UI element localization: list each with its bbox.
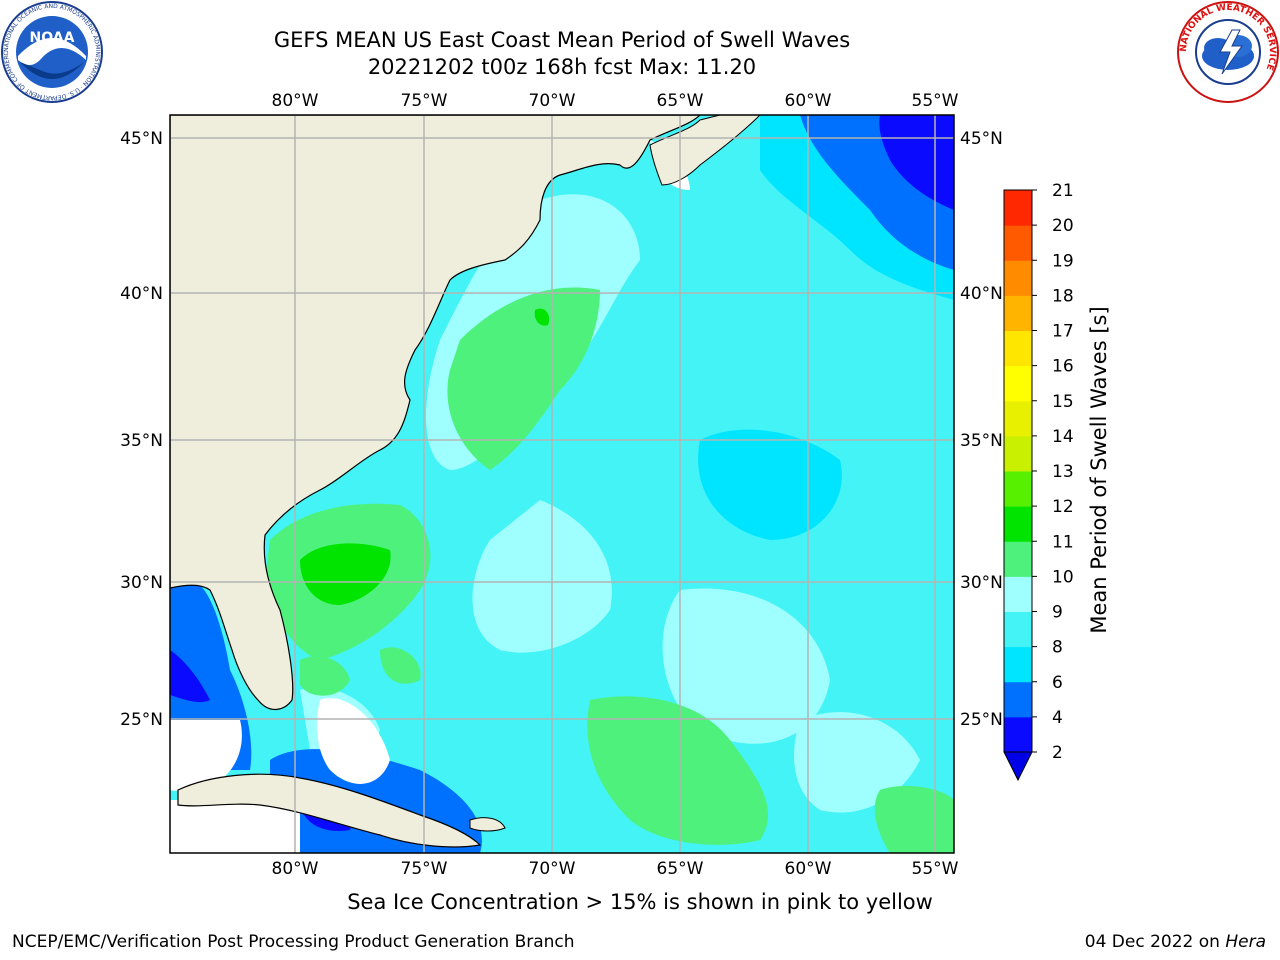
colorbar-tick-label: 16 — [1052, 357, 1074, 377]
colorbar-tick-label: 15 — [1052, 392, 1074, 412]
colorbar-swatch — [1004, 225, 1032, 261]
colorbar-tick-label: 21 — [1052, 181, 1074, 201]
colorbar-tick-label: 10 — [1052, 567, 1074, 587]
colorbar-swatch — [1004, 576, 1032, 612]
colorbar-swatch — [1004, 365, 1032, 402]
map-area — [170, 115, 954, 853]
land-hispaniola — [469, 817, 506, 832]
swell-green-10-11 — [300, 308, 550, 605]
colorbar-swatch — [1004, 260, 1032, 296]
land-nova-scotia — [649, 115, 761, 186]
colorbar-swatch — [1004, 471, 1032, 507]
lon-label: 55°W — [912, 91, 959, 111]
lon-label: 75°W — [401, 91, 448, 111]
colorbar-swatch — [1004, 611, 1032, 648]
lat-label: 40°N — [960, 284, 1003, 304]
lon-label: 65°W — [657, 859, 704, 879]
colorbar-tick-label: 11 — [1052, 532, 1074, 552]
colorbar-swatch — [1004, 716, 1032, 753]
colorbar: 2 4 6 8 9 10 11 12 13 14 15 16 17 18 19 20 21 — [1003, 181, 1074, 782]
lat-labels-right: 45°N 40°N 35°N 30°N 25°N — [960, 129, 1003, 730]
lat-label: 40°N — [120, 284, 163, 304]
colorbar-tick-label: 2 — [1052, 743, 1063, 763]
lat-label: 25°N — [120, 710, 163, 730]
colorbar-tick-label: 9 — [1052, 603, 1063, 623]
land-cuba — [177, 773, 482, 848]
noaa-logo-text: NOAA — [30, 30, 75, 46]
lon-labels-top: 80°W 75°W 70°W 65°W 60°W 55°W — [272, 91, 959, 111]
lon-labels-bottom: 80°W 75°W 70°W 65°W 60°W 55°W — [272, 859, 959, 879]
lat-label: 35°N — [960, 431, 1003, 451]
lon-label: 80°W — [272, 91, 319, 111]
colorbar-tick-label: 20 — [1052, 216, 1074, 236]
colorbar-tick-label: 18 — [1052, 286, 1074, 306]
lon-label: 65°W — [657, 91, 704, 111]
lat-label: 45°N — [120, 129, 163, 149]
chart-subtitle: 20221202 t00z 168h fcst Max: 11.20 — [367, 55, 757, 79]
colorbar-swatch — [1004, 435, 1032, 472]
colorbar-tick-label: 4 — [1052, 708, 1063, 728]
colorbar-swatch — [1004, 681, 1032, 718]
colorbar-under-extension — [1003, 751, 1033, 782]
swell-band-8-9 — [300, 194, 920, 813]
nws-logo: NATIONAL WEATHER SERVICE — [1177, 1, 1279, 103]
chart-title: GEFS MEAN US East Coast Mean Period of S… — [273, 28, 851, 52]
colorbar-tick-label: 6 — [1052, 673, 1063, 693]
lat-label: 45°N — [960, 129, 1003, 149]
lon-label: 80°W — [272, 859, 319, 879]
colorbar-label: Mean Period of Swell Waves [s] — [1087, 306, 1111, 633]
noaa-logo: NATIONAL OCEANIC AND ATMOSPHERIC ADMINIS… — [0, 0, 103, 103]
swell-green-9-10 — [265, 287, 954, 853]
lon-label: 60°W — [785, 91, 832, 111]
colorbar-tick-label: 12 — [1052, 497, 1074, 517]
colorbar-tick-label: 17 — [1052, 322, 1074, 342]
footer-date: 04 Dec 2022 on Hera — [1085, 932, 1266, 952]
lon-label: 60°W — [785, 859, 832, 879]
colorbar-tick-label: 19 — [1052, 251, 1074, 271]
lat-label: 25°N — [960, 710, 1003, 730]
lat-label: 30°N — [960, 573, 1003, 593]
lat-labels-left: 45°N 40°N 35°N 30°N 25°N — [120, 129, 163, 730]
footer-host: Hera — [1225, 932, 1266, 952]
sea-ice-note: Sea Ice Concentration > 15% is shown in … — [347, 890, 933, 914]
footer-date-text: 04 Dec 2022 on — [1084, 932, 1226, 952]
colorbar-tick-label: 13 — [1052, 462, 1074, 482]
colorbar-tick-label: 8 — [1052, 638, 1063, 658]
colorbar-swatch — [1004, 190, 1032, 226]
colorbar-swatch — [1004, 541, 1032, 577]
lon-label: 75°W — [401, 859, 448, 879]
colorbar-swatch — [1004, 295, 1032, 331]
colorbar-swatch — [1004, 506, 1032, 542]
colorbar-swatch — [1004, 330, 1032, 367]
land-north-america — [170, 115, 701, 710]
lat-label: 30°N — [120, 573, 163, 593]
colorbar-swatch — [1004, 400, 1032, 437]
lat-label: 35°N — [120, 431, 163, 451]
lon-label: 70°W — [529, 859, 576, 879]
gridlines — [170, 115, 954, 853]
swell-blue-gulf — [170, 585, 482, 853]
colorbar-swatch — [1004, 646, 1032, 683]
colorbar-tick-label: 14 — [1052, 427, 1074, 447]
footer-credit: NCEP/EMC/Verification Post Processing Pr… — [12, 932, 575, 952]
lon-label: 55°W — [912, 859, 959, 879]
lon-label: 70°W — [529, 91, 576, 111]
map-frame — [169, 114, 955, 854]
